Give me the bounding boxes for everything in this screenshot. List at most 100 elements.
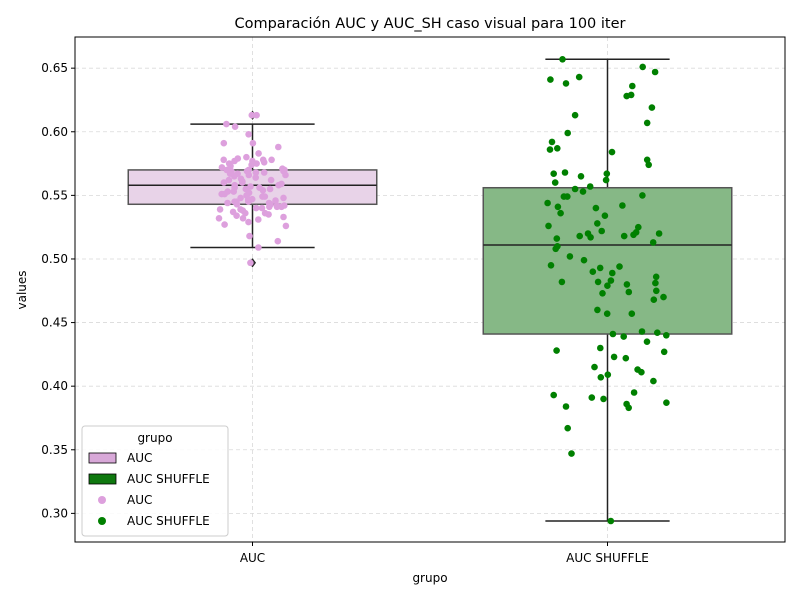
data-point (248, 161, 255, 169)
data-point (608, 148, 616, 156)
data-point (622, 354, 630, 362)
data-point (275, 143, 282, 151)
data-point (651, 68, 659, 76)
data-point (220, 139, 228, 147)
data-point (639, 63, 646, 71)
data-point (553, 347, 560, 354)
data-point (554, 203, 562, 211)
data-point (655, 230, 663, 237)
data-point (548, 138, 556, 146)
data-point (589, 268, 597, 276)
y-tick-label: 0.45 (41, 316, 68, 330)
data-point (652, 279, 659, 287)
data-point (586, 183, 594, 190)
data-point (649, 239, 657, 246)
data-point (249, 139, 257, 147)
data-point (575, 73, 583, 81)
data-point (233, 212, 240, 219)
data-point (221, 221, 228, 228)
x-tick-label: AUC (240, 551, 265, 565)
data-point (587, 234, 594, 241)
data-point (245, 171, 253, 179)
data-point (231, 173, 238, 180)
data-point (607, 277, 615, 284)
data-point (564, 129, 571, 137)
data-point (544, 199, 551, 207)
y-axis-title: values (15, 270, 29, 309)
data-point (663, 332, 670, 339)
data-point (554, 145, 561, 152)
data-point (594, 306, 601, 314)
data-point (245, 218, 252, 226)
legend-label: AUC (127, 493, 152, 507)
data-point (562, 403, 570, 410)
legend: grupo AUC AUC SHUFFLE AUC AUC SHUFFLE (81, 425, 229, 537)
data-point (275, 181, 282, 189)
data-point (650, 377, 657, 385)
data-point (594, 278, 602, 286)
data-point (218, 190, 225, 198)
data-point (638, 368, 645, 376)
data-point (607, 517, 615, 525)
box-iqr (482, 186, 733, 335)
data-point (553, 235, 561, 242)
data-point (566, 253, 574, 260)
legend-swatch (88, 452, 117, 464)
data-point (571, 111, 579, 119)
data-point (645, 161, 652, 169)
data-point (268, 156, 275, 164)
data-point (239, 179, 246, 186)
data-point (654, 329, 661, 337)
data-point (245, 131, 252, 138)
data-point (603, 170, 611, 177)
data-point (648, 104, 656, 111)
data-point (660, 293, 667, 301)
data-point (220, 179, 228, 186)
data-point (639, 192, 646, 199)
data-point (576, 232, 583, 240)
data-point (225, 176, 233, 184)
data-point (282, 222, 290, 230)
data-point (562, 80, 570, 87)
data-point (550, 170, 557, 177)
data-point (577, 173, 585, 180)
data-point (643, 156, 651, 164)
data-point (609, 269, 616, 277)
data-point (602, 176, 610, 184)
data-point (643, 119, 651, 127)
data-point (596, 264, 604, 272)
data-point (254, 216, 262, 223)
data-point (246, 232, 253, 240)
data-point (616, 263, 623, 270)
data-point (231, 157, 238, 165)
legend-entries: AUC AUC SHUFFLE AUC AUC SHUFFLE (88, 451, 210, 528)
data-point (620, 232, 628, 240)
data-point (253, 111, 260, 119)
legend-title: grupo (137, 431, 172, 445)
data-point (255, 150, 262, 157)
data-point (266, 185, 274, 193)
x-tick-label: AUC SHUFFLE (566, 551, 649, 565)
data-point (265, 211, 272, 218)
data-point (245, 198, 252, 205)
y-tick-label: 0.40 (41, 379, 68, 393)
data-point (223, 120, 230, 128)
data-point (551, 179, 559, 186)
data-point (253, 160, 260, 167)
data-point (280, 194, 287, 202)
data-point (252, 169, 260, 176)
data-point (546, 146, 554, 153)
data-point (592, 204, 600, 212)
data-point (643, 338, 651, 346)
legend-swatch (88, 473, 117, 485)
data-point (650, 296, 658, 304)
data-point (230, 188, 237, 195)
data-point (260, 159, 268, 166)
data-point (564, 424, 571, 432)
y-tick-label: 0.60 (41, 125, 68, 139)
y-axis: 0.30 0.35 0.40 0.45 0.50 0.55 0.60 0.65 (41, 61, 75, 520)
data-point (603, 310, 611, 318)
data-point (599, 290, 606, 297)
chart-title: Comparación AUC y AUC_SH caso visual par… (234, 16, 625, 32)
